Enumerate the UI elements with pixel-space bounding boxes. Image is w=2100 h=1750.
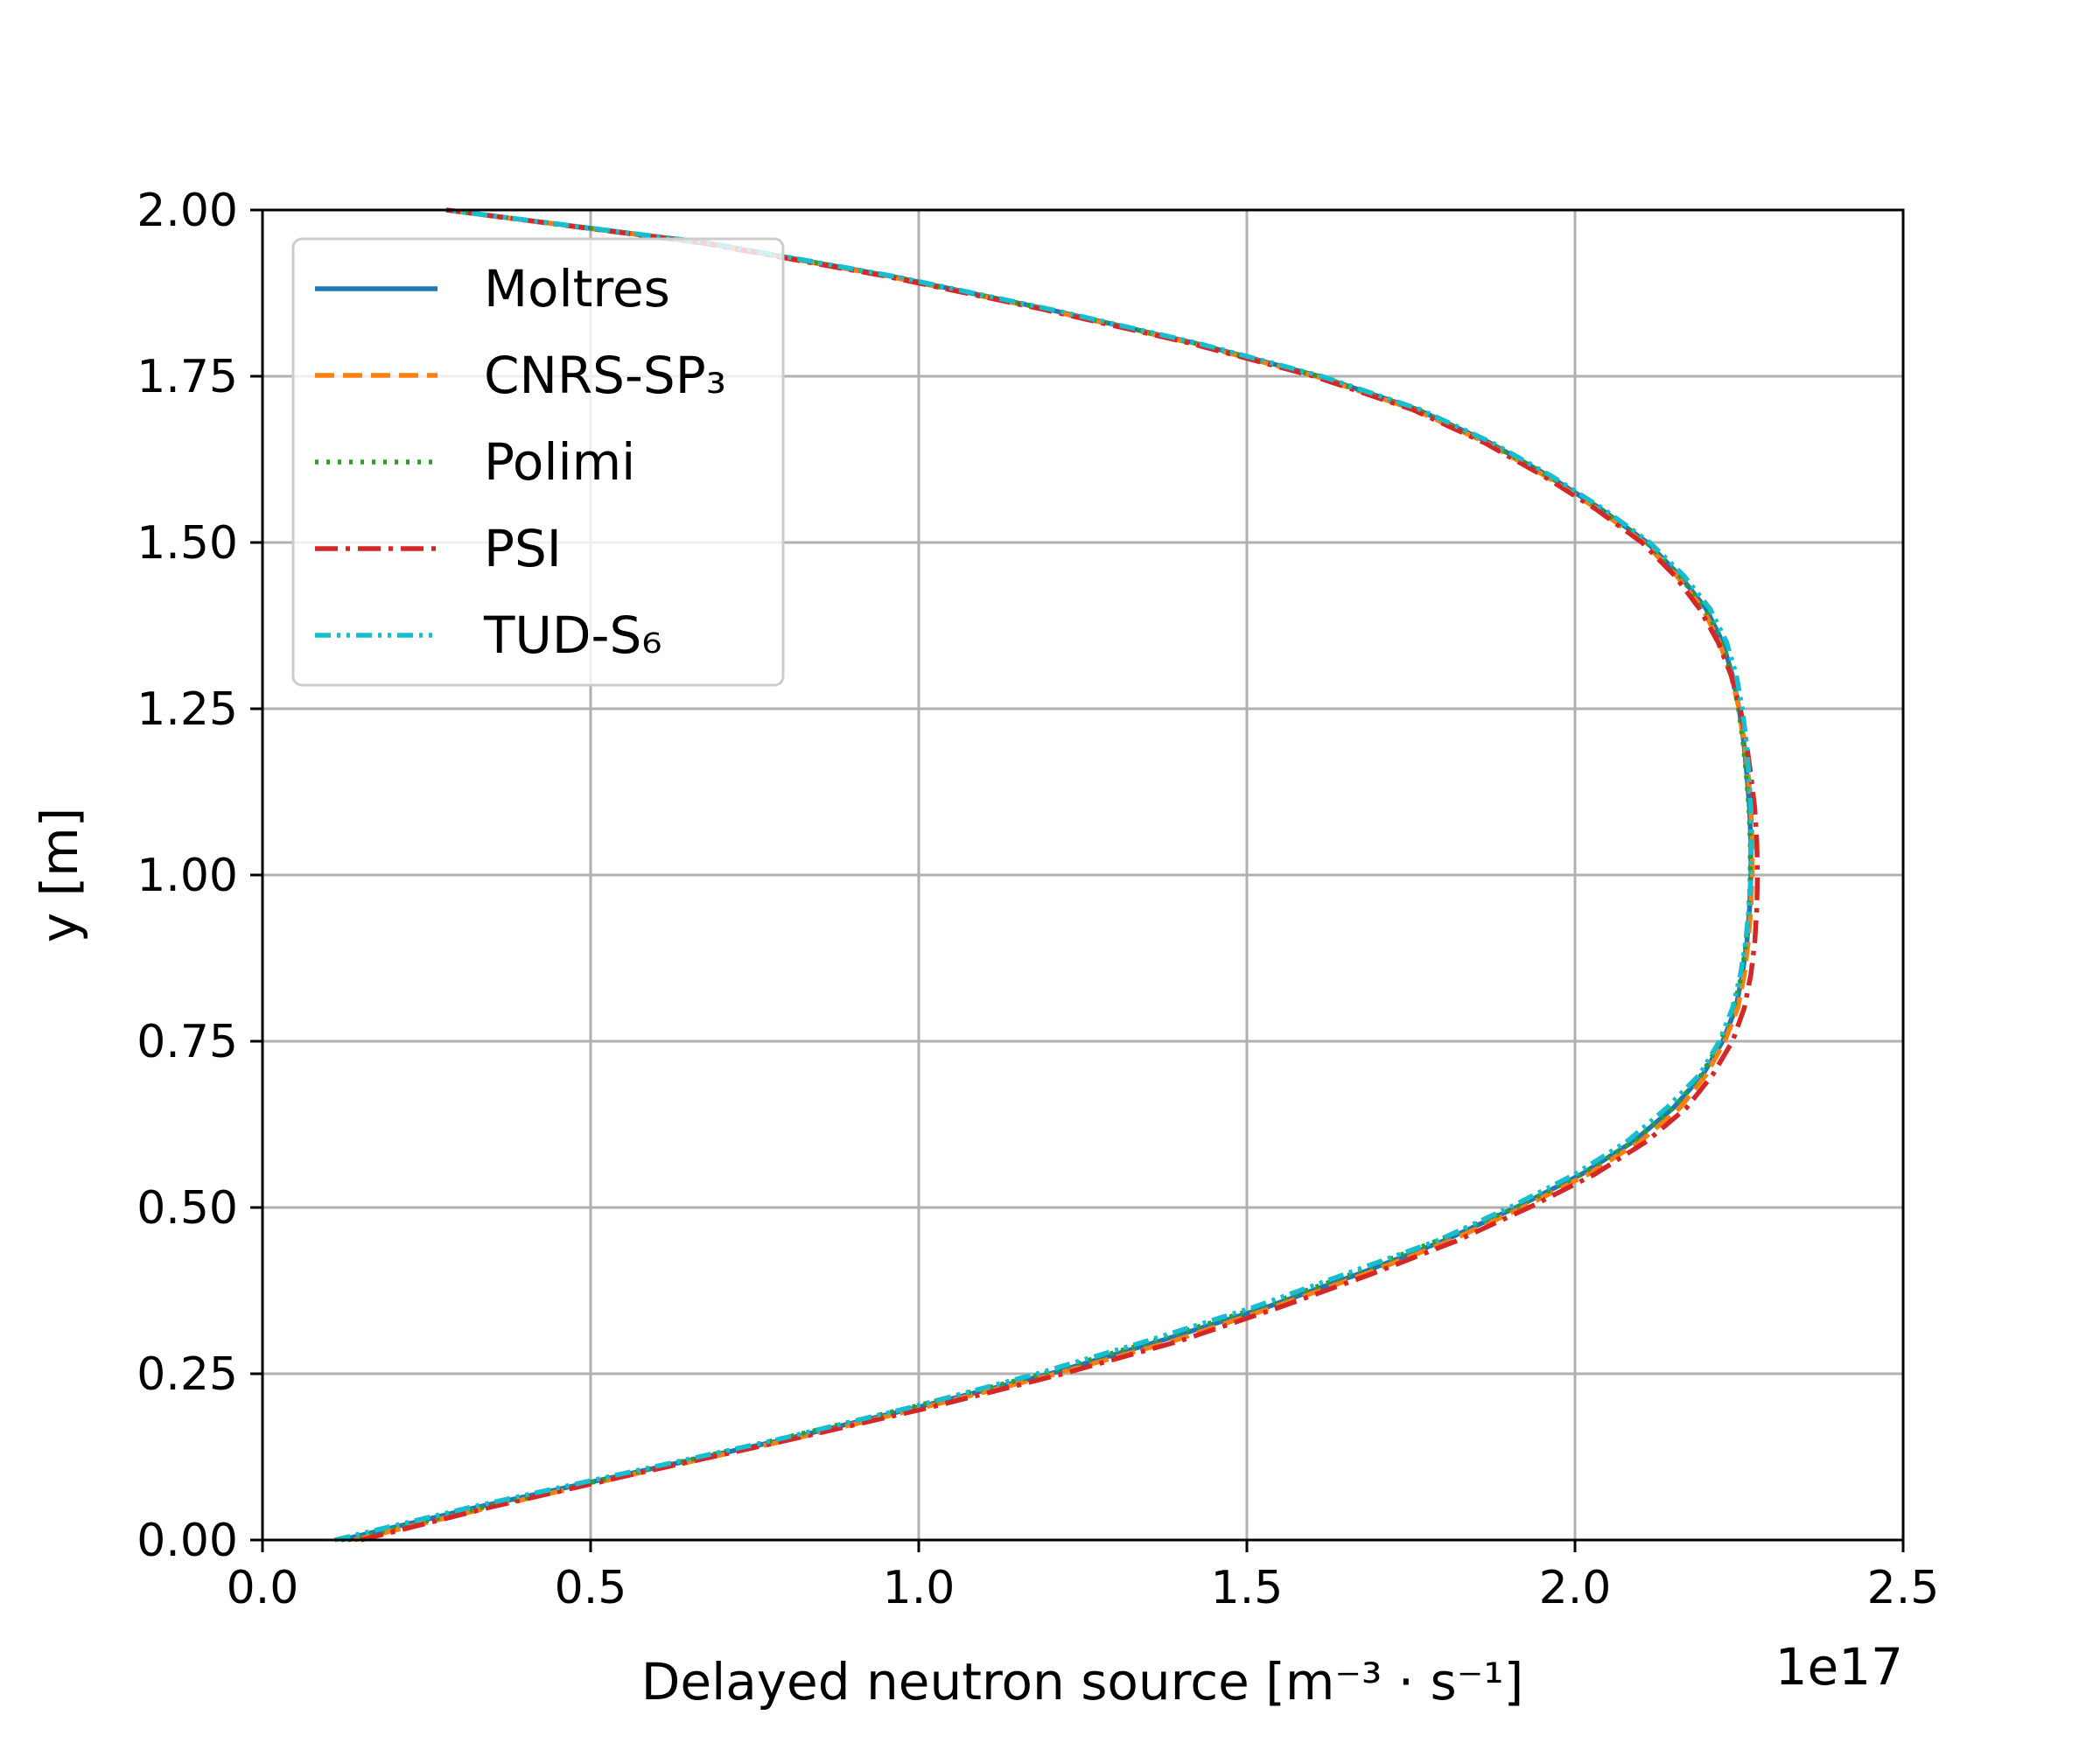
y-axis-label: y [m]	[30, 808, 89, 943]
x-tick-label: 1.5	[1211, 1562, 1284, 1614]
legend-label-3: PSI	[484, 519, 562, 578]
y-axis: 0.00 0.25 0.50 0.75 1.00 1.25 1.50 1.75 2.00	[136, 185, 262, 1567]
x-axis: 0.0 0.5 1.0 1.5 2.0 2.5	[227, 1540, 1940, 1614]
x-tick-label: 0.5	[555, 1562, 627, 1614]
y-tick-label: 1.00	[136, 850, 238, 902]
series-line-4	[333, 207, 1754, 1543]
legend-label-4: TUD-S₆	[483, 606, 662, 665]
y-tick-label: 0.50	[136, 1182, 238, 1235]
legend-label-1: CNRS-SP₃	[484, 346, 726, 405]
y-tick-label: 0.25	[136, 1348, 238, 1401]
y-tick-label: 0.75	[136, 1016, 238, 1068]
y-tick-label: 0.00	[136, 1515, 238, 1567]
y-tick-label: 1.50	[136, 517, 238, 570]
y-tick-label: 1.75	[136, 351, 238, 403]
x-tick-label: 0.0	[227, 1562, 299, 1614]
series-layer	[333, 207, 1760, 1543]
series-line-3	[360, 207, 1760, 1543]
legend-box	[291, 237, 785, 687]
legend-label-2: Polimi	[484, 432, 635, 492]
x-axis-label: Delayed neutron source [m⁻³ · s⁻¹]	[641, 1652, 1524, 1712]
x-tick-label: 2.0	[1539, 1562, 1612, 1614]
legend: Moltres CNRS-SP₃ Polimi PSI TUD-S₆	[291, 237, 785, 687]
x-axis-offset-text: 1e17	[1775, 1637, 1903, 1697]
x-tick-label: 2.5	[1867, 1562, 1940, 1614]
y-tick-label: 2.00	[136, 185, 238, 237]
y-tick-label: 1.25	[136, 683, 238, 736]
x-tick-label: 1.0	[883, 1562, 956, 1614]
legend-label-0: Moltres	[484, 259, 670, 318]
